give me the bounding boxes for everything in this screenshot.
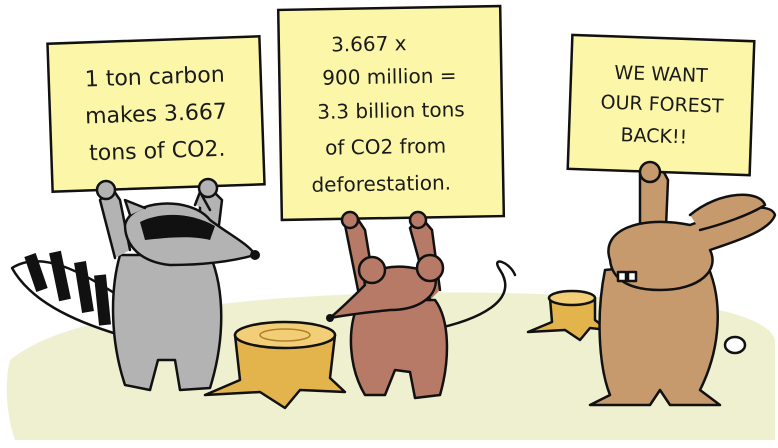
sign-text: of CO2 from — [325, 134, 446, 160]
sign-2: 3.667 x 900 million = 3.3 billion tons o… — [276, 4, 506, 222]
sign-text: BACK!! — [620, 124, 687, 148]
rat — [326, 213, 517, 400]
stump-small — [526, 289, 610, 342]
sign-1: 1 ton carbon makes 3.667 tons of CO2. — [46, 35, 266, 193]
rabbit — [588, 163, 777, 407]
sign-board — [46, 35, 266, 193]
sign-text: 3.667 x — [331, 31, 407, 56]
sign-board — [276, 4, 506, 222]
sign-text: 1 ton carbon — [84, 63, 225, 93]
paws — [95, 160, 662, 230]
sign-3: WE WANT OUR FOREST BACK!! — [566, 33, 756, 177]
sign-text: OUR FOREST — [600, 91, 724, 117]
stump-large — [203, 320, 347, 410]
sign-text: 3.3 billion tons — [317, 97, 465, 124]
sign-text: tons of CO2. — [89, 137, 226, 167]
sign-text: makes 3.667 — [85, 100, 228, 130]
sign-text: WE WANT — [614, 62, 708, 87]
raccoon — [10, 184, 260, 392]
sign-text: 900 million = — [322, 63, 457, 89]
sign-text: deforestation. — [311, 170, 451, 196]
